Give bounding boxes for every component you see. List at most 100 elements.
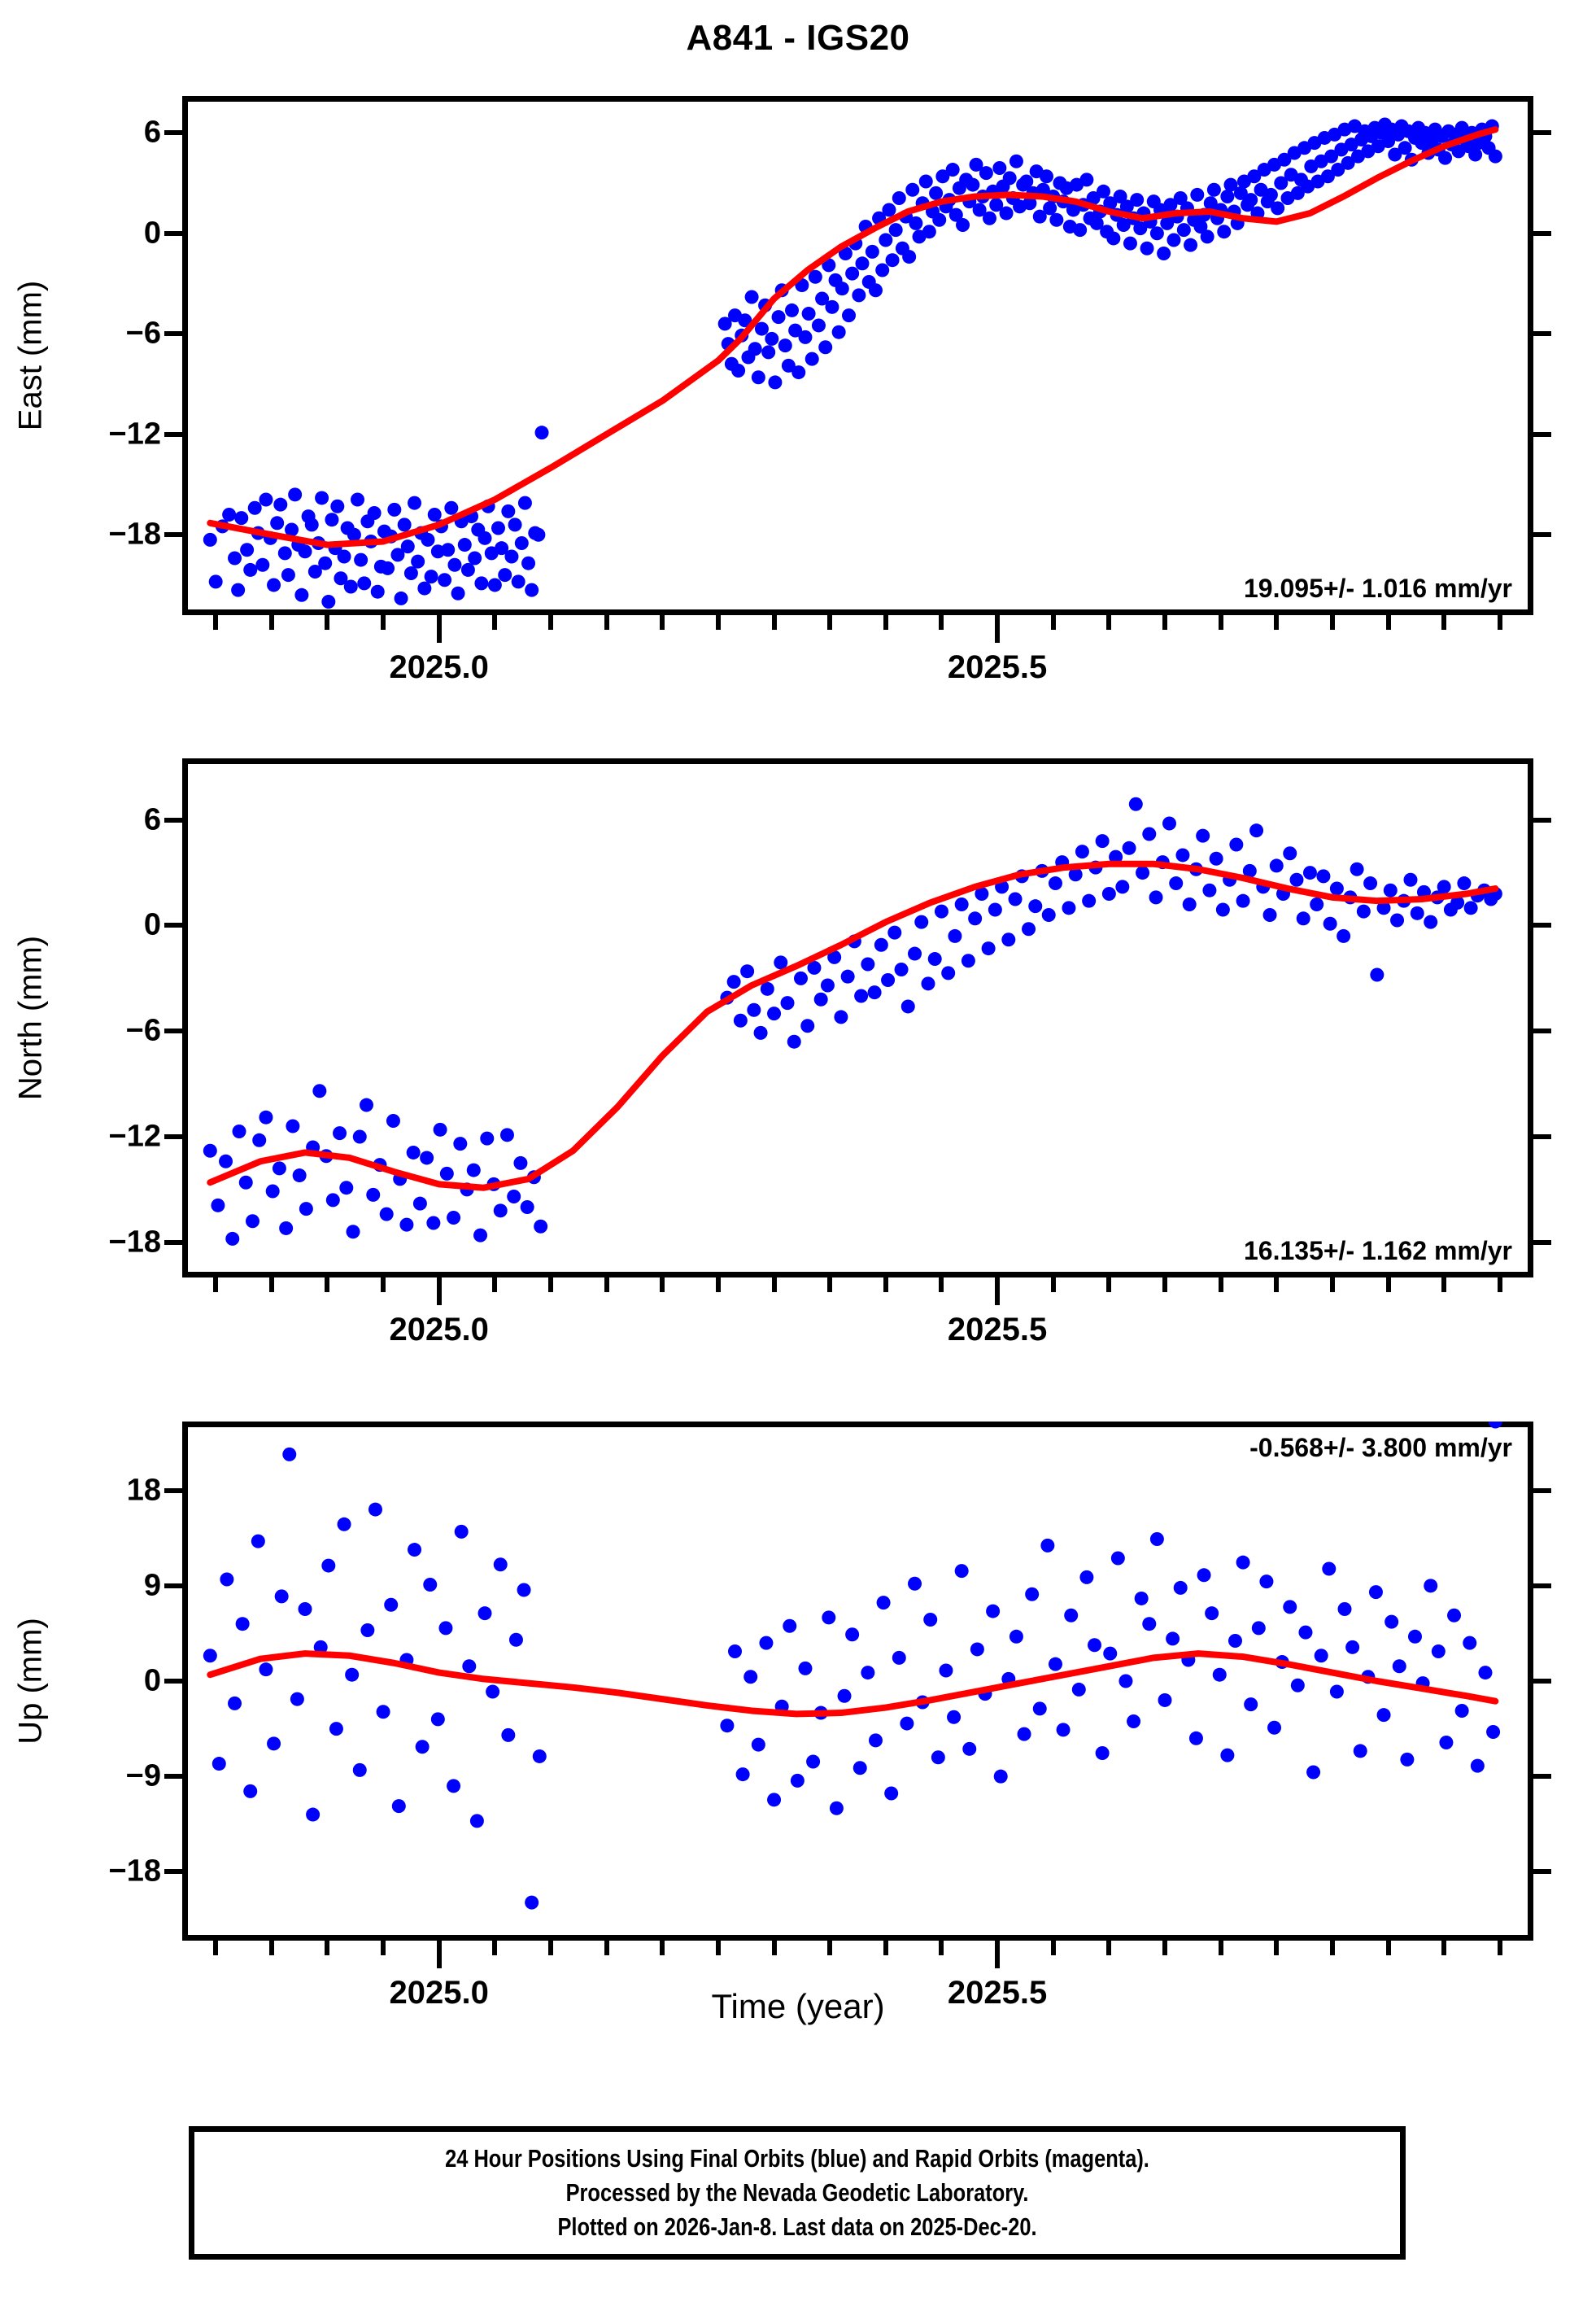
xtick-mark-north-2025.45	[939, 1277, 944, 1292]
xtick-mark-up-2025.85	[1385, 1941, 1391, 1955]
rate-annotation-north: 16.135+/- 1.162 mm/yr	[1243, 1236, 1512, 1265]
ytick-label-north-3: −12	[108, 1119, 161, 1154]
xtick-mark-up-2025.10	[548, 1941, 553, 1955]
xtick-mark-north-2025.00	[436, 1277, 442, 1305]
xtick-mark-up-2025.25	[715, 1941, 721, 1955]
panel-up-frame	[182, 1422, 1533, 1941]
panel-north-canvas	[203, 797, 1502, 1246]
xtick-label-up-0: 2025.0	[389, 1975, 489, 2011]
ytick-label-north-4: −18	[108, 1225, 161, 1260]
ytick-label-east-4: −18	[108, 517, 161, 552]
xtick-mark-up-2025.40	[883, 1941, 888, 1955]
ytick-mark-right-east-2	[1533, 331, 1551, 337]
xtick-mark-up-2025.50	[995, 1941, 1001, 1968]
ytick-label-east-3: −12	[108, 417, 161, 452]
panel-north: North (mm) 16.135+/- 1.162 mm/yr 6 0 −6 −12…	[13, 758, 1551, 1347]
xtick-mark-east-2025.60	[1106, 615, 1112, 630]
xtick-mark-east-2025.80	[1329, 615, 1335, 630]
ytick-label-up-4: −18	[108, 1854, 161, 1889]
xtick-mark-east-2025.35	[827, 615, 833, 630]
axis-title-time: Time (year)	[711, 1987, 885, 2025]
fit-line-up	[207, 1650, 1499, 1718]
xtick-mark-north-2025.10	[548, 1277, 553, 1292]
footer-line-3: Plotted on 2026-Jan-8. Last data on 2025…	[557, 2212, 1037, 2241]
rate-annotation-east: 19.095+/- 1.016 mm/yr	[1243, 574, 1512, 603]
ytick-label-up-2: 0	[143, 1663, 161, 1698]
xtick-label-north-1: 2025.5	[947, 1312, 1048, 1347]
footer-line-1: 24 Hour Positions Using Final Orbits (bl…	[445, 2144, 1149, 2173]
ytick-mark-north-0	[164, 817, 182, 823]
xtick-label-east-1: 2025.5	[947, 649, 1048, 685]
ytick-mark-right-north-0	[1533, 817, 1551, 823]
xtick-mark-north-2025.85	[1385, 1277, 1391, 1292]
ytick-mark-right-up-3	[1533, 1774, 1551, 1780]
xtick-mark-east-2025.30	[771, 615, 777, 630]
xtick-mark-north-2025.20	[660, 1277, 665, 1292]
ytick-mark-up-2	[164, 1679, 182, 1684]
xtick-mark-east-2025.20	[660, 615, 665, 630]
ytick-mark-right-up-0	[1533, 1487, 1551, 1493]
ytick-mark-north-2	[164, 1029, 182, 1034]
ytick-label-east-2: −6	[125, 316, 161, 351]
ytick-mark-right-east-0	[1533, 130, 1551, 136]
footer-caption-box: 24 Hour Positions Using Final Orbits (bl…	[189, 2126, 1406, 2260]
rate-annotation-up: -0.568+/- 3.800 mm/yr	[1249, 1433, 1512, 1462]
xtick-mark-east-2025.45	[939, 615, 944, 630]
xtick-mark-east-2025.50	[995, 615, 1001, 643]
xtick-mark-north-2025.75	[1274, 1277, 1280, 1292]
panel-north-frame	[182, 758, 1533, 1277]
xtick-mark-up-2024.80	[213, 1941, 219, 1955]
xtick-mark-east-2025.05	[492, 615, 498, 630]
xtick-mark-up-2025.70	[1218, 1941, 1223, 1955]
xtick-mark-up-2025.60	[1106, 1941, 1112, 1955]
xtick-mark-up-2025.45	[939, 1941, 944, 1955]
xtick-mark-north-2025.60	[1106, 1277, 1112, 1292]
ytick-mark-east-2	[164, 331, 182, 337]
ytick-label-up-1: 9	[143, 1568, 161, 1603]
xtick-mark-north-2025.40	[883, 1277, 888, 1292]
xtick-mark-north-2025.70	[1218, 1277, 1223, 1292]
data-points-up	[203, 1422, 1502, 1910]
axis-title-east: East (mm)	[12, 280, 49, 431]
axis-title-north: North (mm)	[12, 935, 49, 1101]
xtick-mark-east-2025.40	[883, 615, 888, 630]
ytick-mark-right-north-1	[1533, 923, 1551, 928]
fit-line-east	[207, 126, 1499, 548]
xtick-mark-up-2025.95	[1497, 1941, 1502, 1955]
xtick-mark-north-2025.80	[1329, 1277, 1335, 1292]
ytick-mark-right-east-3	[1533, 431, 1551, 437]
xtick-mark-east-2025.00	[436, 615, 442, 643]
ytick-mark-right-up-4	[1533, 1869, 1551, 1875]
ytick-mark-north-4	[164, 1239, 182, 1245]
xtick-mark-east-2024.85	[268, 615, 274, 630]
ytick-mark-north-1	[164, 923, 182, 928]
ytick-label-north-0: 6	[143, 802, 161, 837]
footer-line-2: Processed by the Nevada Geodetic Laborat…	[565, 2178, 1029, 2207]
xtick-mark-north-2025.30	[771, 1277, 777, 1292]
xtick-mark-up-2025.00	[436, 1941, 442, 1968]
xtick-mark-up-2025.55	[1050, 1941, 1056, 1955]
ytick-mark-north-3	[164, 1133, 182, 1139]
xtick-label-east-0: 2025.0	[389, 649, 489, 685]
xtick-mark-east-2025.10	[548, 615, 553, 630]
xtick-mark-north-2024.80	[213, 1277, 219, 1292]
xtick-mark-north-2025.25	[715, 1277, 721, 1292]
ytick-mark-east-1	[164, 230, 182, 236]
ytick-mark-up-4	[164, 1869, 182, 1875]
xtick-mark-north-2025.55	[1050, 1277, 1056, 1292]
ytick-mark-right-east-4	[1533, 532, 1551, 538]
xtick-mark-up-2025.30	[771, 1941, 777, 1955]
ytick-mark-right-up-2	[1533, 1679, 1551, 1684]
xtick-mark-north-2025.50	[995, 1277, 1001, 1305]
data-points-north	[203, 797, 1502, 1246]
ytick-mark-right-north-3	[1533, 1133, 1551, 1139]
xtick-mark-up-2025.80	[1329, 1941, 1335, 1955]
xtick-mark-up-2025.65	[1162, 1941, 1167, 1955]
xtick-mark-east-2024.90	[325, 615, 330, 630]
xtick-mark-up-2025.20	[660, 1941, 665, 1955]
xtick-label-north-0: 2025.0	[389, 1312, 489, 1347]
xtick-mark-up-2025.35	[827, 1941, 833, 1955]
ytick-label-up-3: −9	[125, 1758, 161, 1793]
xtick-label-up-1: 2025.5	[947, 1975, 1048, 2011]
